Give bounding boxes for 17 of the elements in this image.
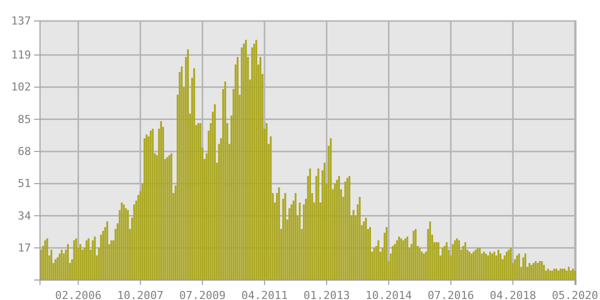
y-tick-label: 85 [18,112,31,126]
x-tick-label: 07.2009 [179,289,226,300]
y-tick-label: 51 [18,177,31,190]
y-tick-label: 119 [11,48,31,62]
y-tick-label: 102 [11,80,31,94]
y-tick-label: 68 [18,144,31,158]
x-tick-label: 10.2014 [366,289,412,300]
x-tick-label: 10.2007 [117,289,164,300]
x-tick-label: 01.2013 [303,289,350,300]
y-tick-label: 137 [11,14,31,28]
x-tick-label: 05.2020 [552,289,598,300]
y-tick-label: 34 [18,209,32,222]
x-tick-label: 07.2016 [428,289,474,300]
y-tick-label: 17 [18,241,31,254]
x-tick-label: 04.2018 [490,289,536,300]
x-tick-label: 04.2011 [241,289,288,300]
x-tick-label: 02.2006 [55,289,102,300]
